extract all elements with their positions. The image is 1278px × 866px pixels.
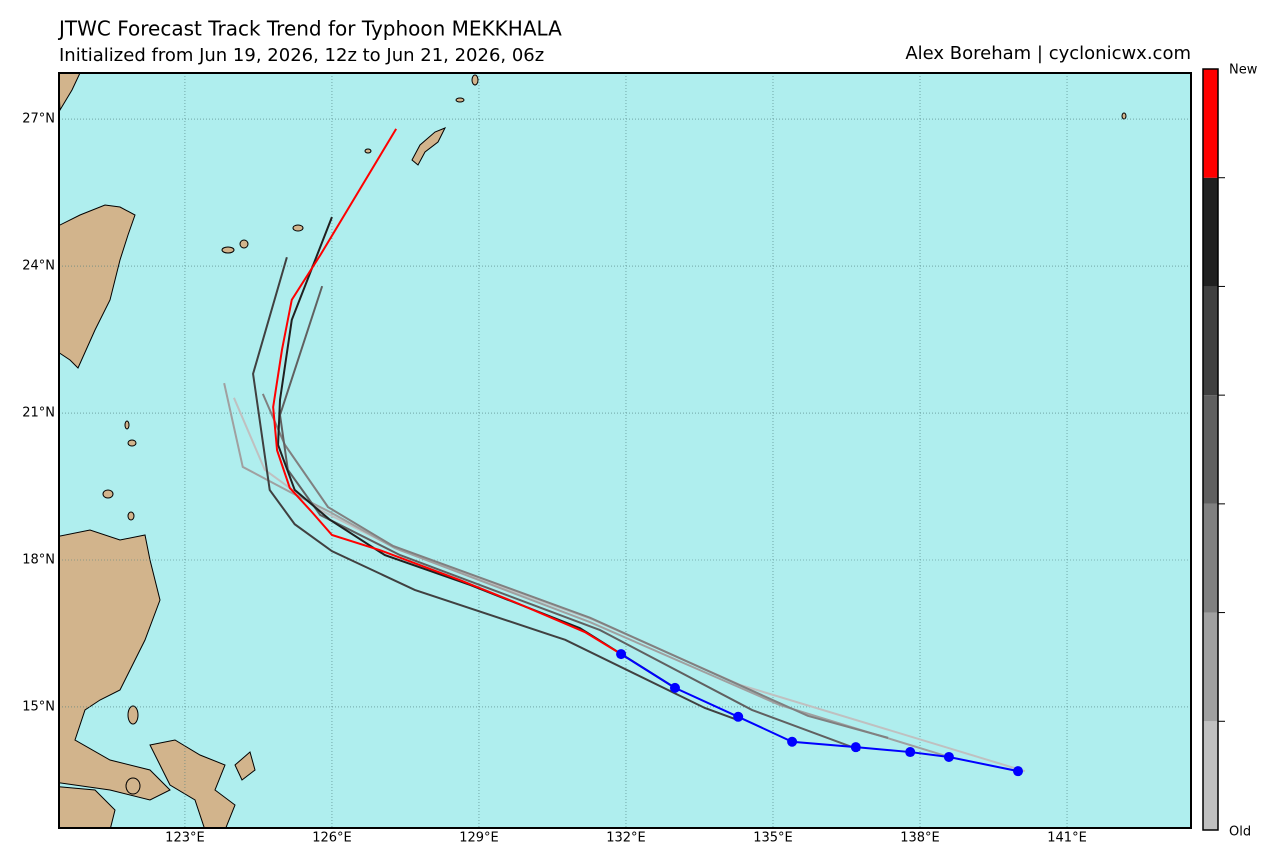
track-line xyxy=(252,256,739,722)
best-track-point xyxy=(850,742,861,753)
colorbar-segment xyxy=(1203,721,1218,830)
track-line xyxy=(272,128,622,655)
track-line xyxy=(620,653,1019,773)
colorbar-segment xyxy=(1203,503,1218,613)
x-tick-label: 129°E xyxy=(459,831,499,846)
x-tick-label: 126°E xyxy=(312,831,352,846)
y-tick-label: 18°N xyxy=(22,553,55,568)
colorbar-segment xyxy=(1203,612,1218,722)
title: JTWC Forecast Track Trend for Typhoon ME… xyxy=(57,17,562,41)
land xyxy=(59,73,1127,828)
credit: Alex Boreham | cyclonicwx.com xyxy=(905,43,1191,64)
colorbar-segment xyxy=(1203,395,1218,504)
y-tick-label: 27°N xyxy=(22,112,55,127)
colorbar-segment xyxy=(1203,177,1218,287)
best-track-point xyxy=(669,682,680,693)
best-track-point xyxy=(905,747,916,758)
best-track-point xyxy=(616,649,627,660)
ocean xyxy=(59,73,1191,828)
best-track-point xyxy=(943,751,954,762)
x-tick-label: 135°E xyxy=(753,831,793,846)
colorbar-frame xyxy=(1202,68,1219,831)
y-tick-label: 24°N xyxy=(22,259,55,274)
y-tick-label: 21°N xyxy=(22,406,55,421)
x-tick-label: 138°E xyxy=(900,831,940,846)
map-frame xyxy=(58,72,1192,829)
colorbar-segment xyxy=(1203,286,1218,396)
x-tick-label: 132°E xyxy=(606,831,646,846)
x-tick-label: 141°E xyxy=(1047,831,1087,846)
track-line xyxy=(223,382,950,758)
colorbar-bottom-label: Old xyxy=(1229,825,1251,840)
y-tick-label: 15°N xyxy=(22,699,55,714)
best-track-point xyxy=(1013,766,1024,777)
colorbar-segment xyxy=(1203,69,1218,178)
subtitle: Initialized from Jun 19, 2026, 12z to Ju… xyxy=(59,45,544,66)
best-track-point xyxy=(787,736,798,747)
x-tick-label: 123°E xyxy=(165,831,205,846)
colorbar-top-label: New xyxy=(1229,63,1258,78)
best-track-point xyxy=(733,711,744,722)
track-line xyxy=(278,285,861,752)
